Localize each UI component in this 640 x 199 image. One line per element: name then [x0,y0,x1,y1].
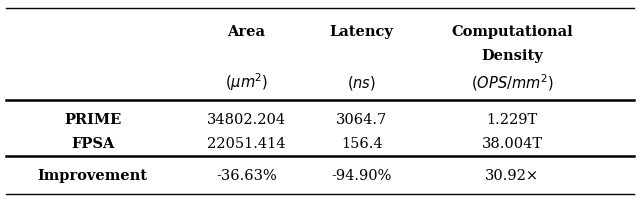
Text: -94.90%: -94.90% [332,169,392,183]
Text: $(OPS/mm^2)$: $(OPS/mm^2)$ [470,72,554,93]
Text: $(ns)$: $(ns)$ [347,74,376,92]
Text: PRIME: PRIME [64,113,122,127]
Text: Computational: Computational [451,25,573,39]
Text: Improvement: Improvement [38,169,148,183]
Text: 156.4: 156.4 [340,137,383,151]
Text: Density: Density [481,49,543,63]
Text: FPSA: FPSA [71,137,115,151]
Text: 3064.7: 3064.7 [336,113,387,127]
Text: Area: Area [227,25,266,39]
Text: Latency: Latency [330,25,394,39]
Text: 38.004T: 38.004T [481,137,543,151]
Text: -36.63%: -36.63% [216,169,276,183]
Text: 30.92×: 30.92× [485,169,539,183]
Text: 1.229T: 1.229T [486,113,538,127]
Text: $(\mu m^2)$: $(\mu m^2)$ [225,72,268,94]
Text: 22051.414: 22051.414 [207,137,285,151]
Text: 34802.204: 34802.204 [207,113,286,127]
